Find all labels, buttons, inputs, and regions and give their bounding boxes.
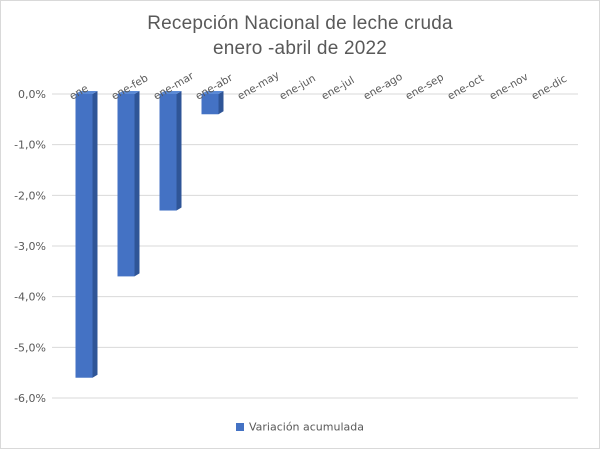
- x-tick-label: ene-may: [236, 69, 282, 103]
- y-tick-label: -3,0%: [14, 240, 46, 253]
- legend: Variación acumulada: [0, 420, 600, 434]
- x-tick-label: ene-oct: [446, 72, 487, 102]
- legend-label: Variación acumulada: [248, 420, 364, 434]
- x-tick-label: ene-sep: [404, 71, 447, 103]
- x-tick-label: ene-dic: [530, 73, 570, 103]
- x-tick-label: ene-jul: [320, 74, 357, 102]
- y-tick-label: -2,0%: [14, 189, 46, 202]
- bar: [159, 91, 182, 211]
- x-tick-label: ene-jun: [278, 72, 318, 102]
- y-tick-label: -6,0%: [14, 392, 46, 405]
- x-tick-label: ene-nov: [488, 71, 531, 103]
- chart-subtitle: enero -abril de 2022: [212, 38, 388, 59]
- y-tick-label: -1,0%: [14, 139, 46, 152]
- legend-swatch: [235, 423, 244, 431]
- x-tick-label: ene-ago: [362, 71, 405, 103]
- bar: [75, 91, 98, 378]
- y-tick-label: -4,0%: [14, 291, 46, 304]
- y-tick-label: 0,0%: [18, 88, 46, 101]
- chart-title: Recepción Nacional de leche cruda: [147, 13, 453, 34]
- bar: [201, 91, 224, 115]
- bar: [117, 91, 140, 277]
- y-tick-label: -5,0%: [14, 341, 46, 354]
